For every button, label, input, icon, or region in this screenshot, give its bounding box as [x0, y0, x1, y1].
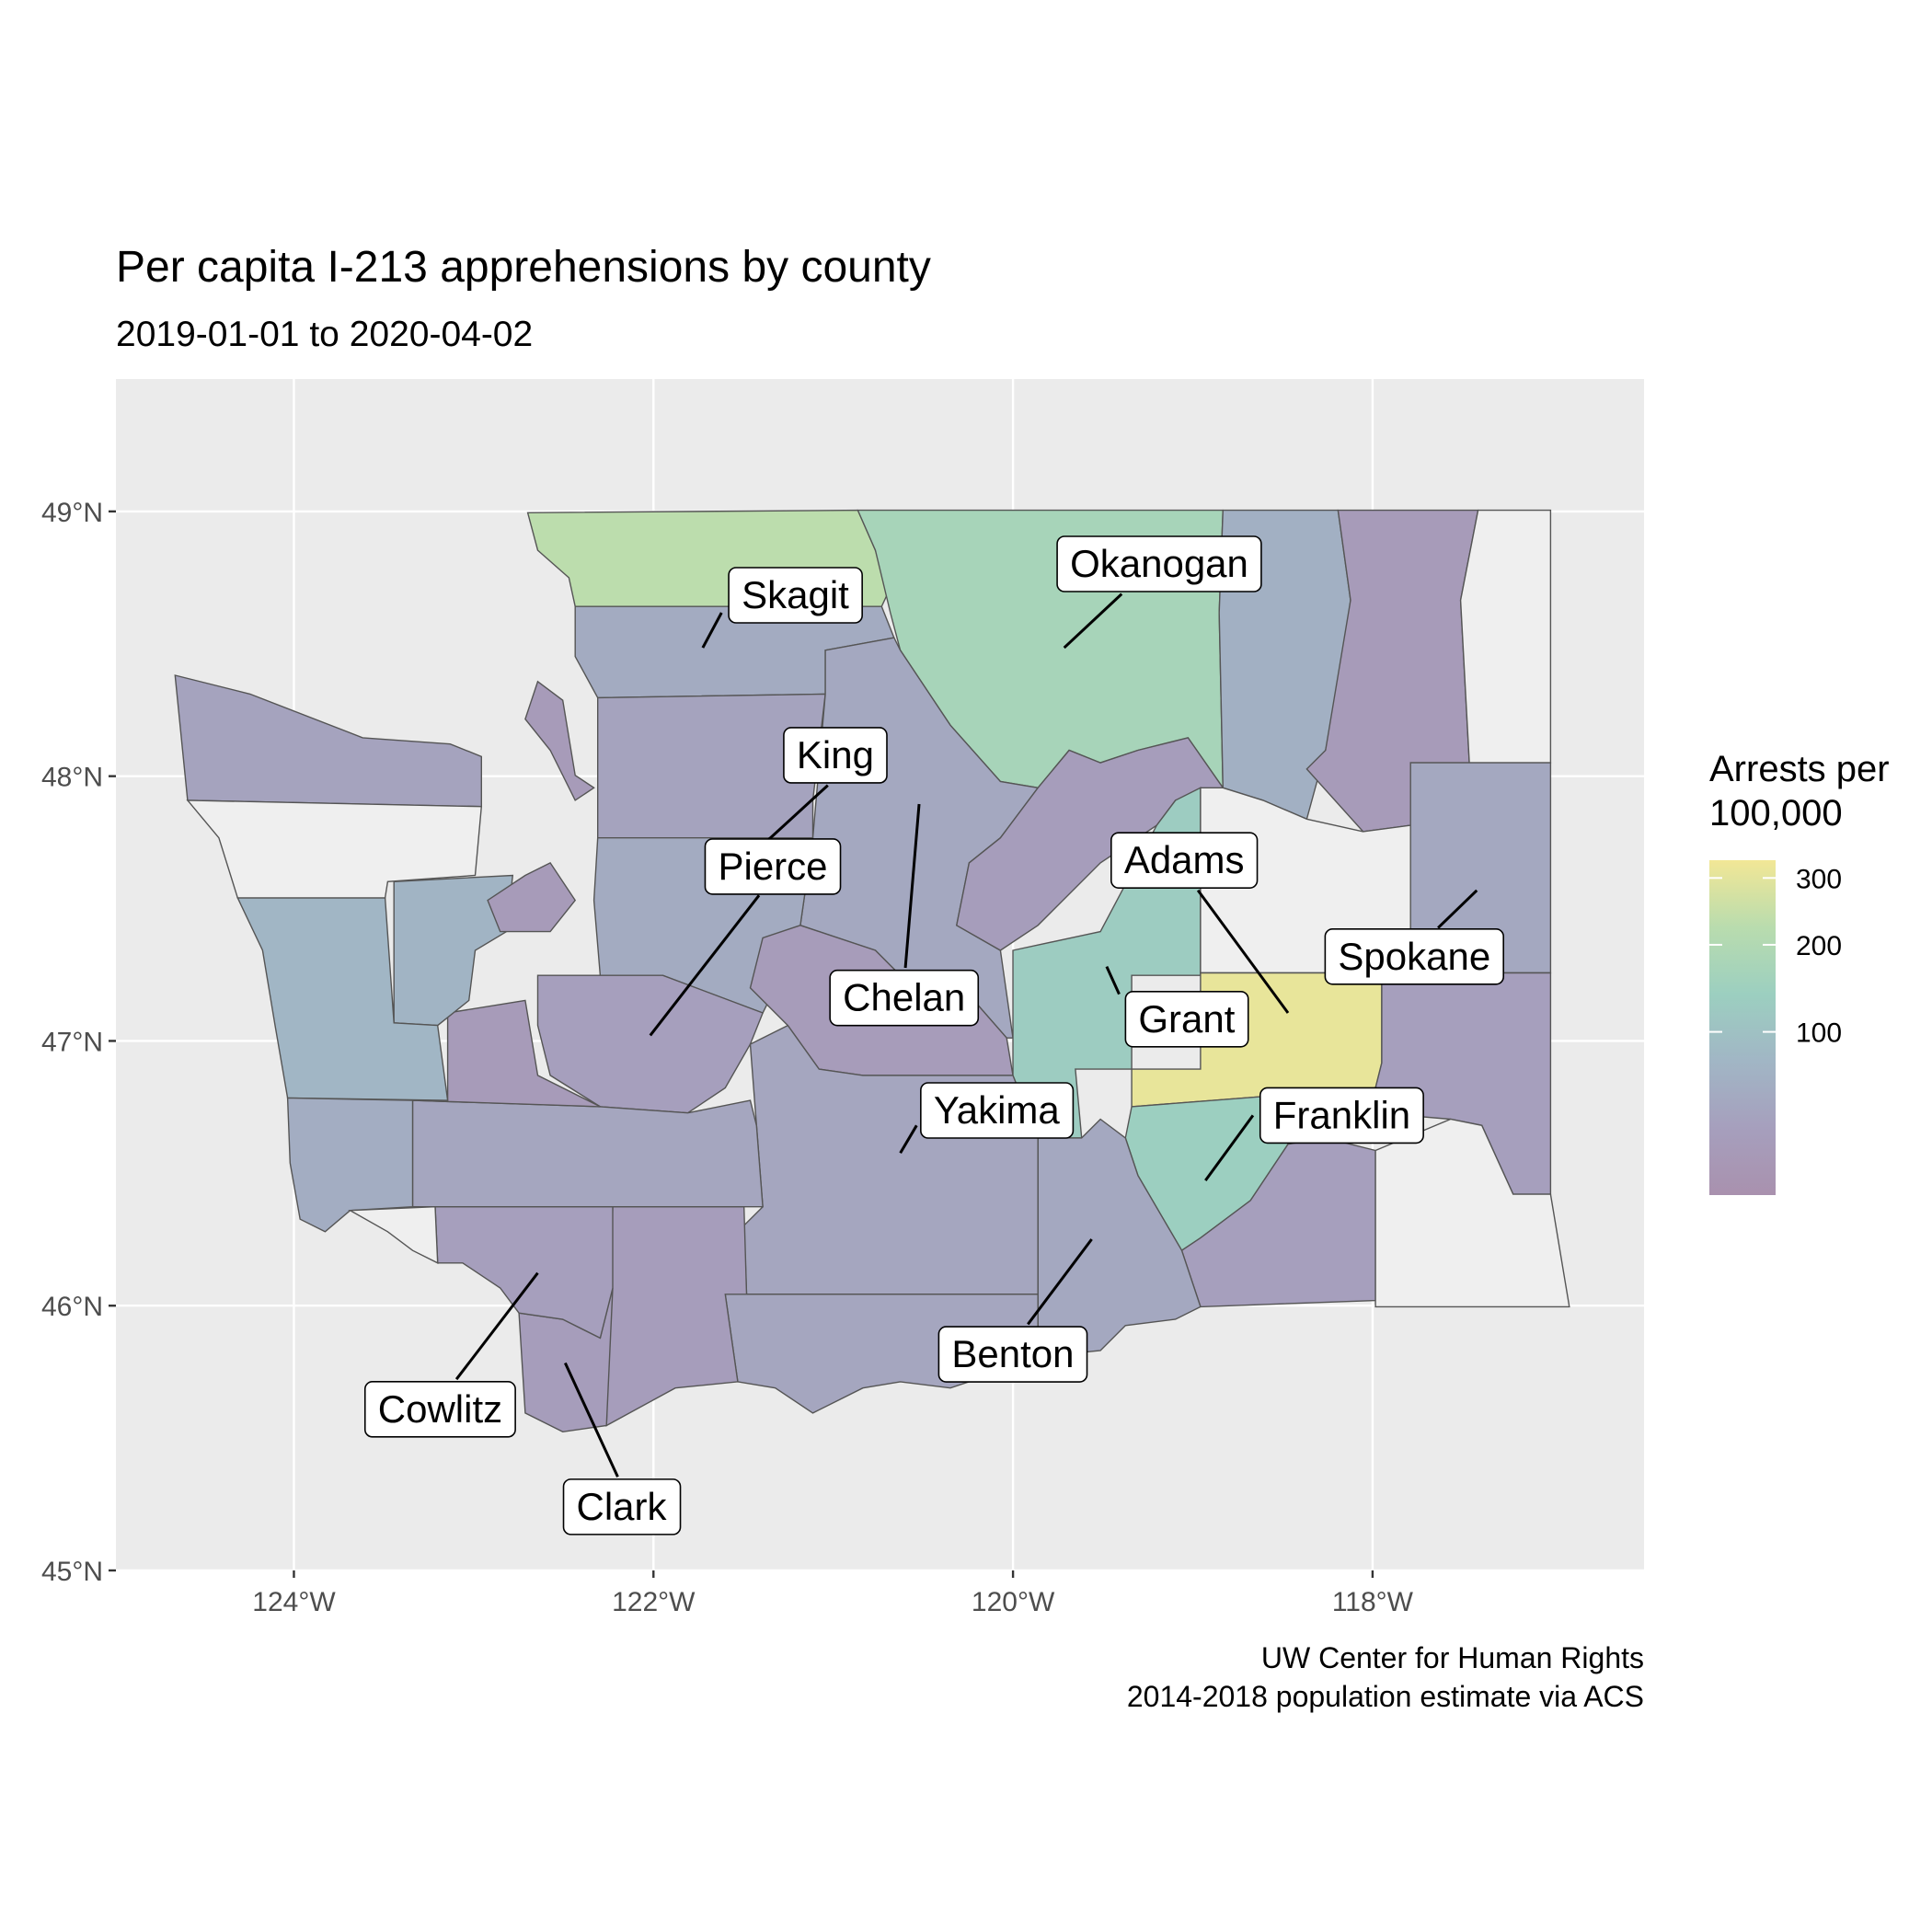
x-tick-label: 120°W [972, 1587, 1055, 1617]
county-label: Pierce [704, 838, 842, 895]
label-box [1124, 990, 1249, 1048]
legend-tick-label: 100 [1796, 1018, 1842, 1049]
leader-line [1105, 966, 1121, 995]
legend-title: Arrests per 100,000 [1709, 749, 1890, 834]
county-label: Franklin [1259, 1087, 1424, 1144]
county-name: Clark [577, 1485, 668, 1528]
chart-subtitle: 2019-01-01 to 2020-04-02 [116, 315, 533, 354]
county-label: Clark [562, 1478, 682, 1535]
leader-line [903, 803, 921, 969]
county-name: Adams [1124, 838, 1245, 881]
label-box [920, 1082, 1075, 1139]
county [411, 1099, 764, 1208]
county-name: Cowlitz [378, 1387, 502, 1431]
x-tick-label: 118°W [1332, 1587, 1414, 1617]
x-tick-label: 122°W [612, 1587, 696, 1617]
caption: UW Center for Human Rights [1261, 1641, 1644, 1674]
county-label: Benton [937, 1326, 1088, 1383]
leader-line [899, 1124, 918, 1154]
leader-line [649, 894, 761, 1037]
caption: 2014-2018 population estimate via ACS [1127, 1680, 1644, 1713]
county [348, 1205, 439, 1264]
county [1374, 1118, 1570, 1308]
county-label: Grant [1124, 990, 1249, 1048]
y-tick-label: 45°N [41, 1557, 103, 1587]
county-name: Skagit [742, 573, 849, 616]
chart-title: Per capita I-213 apprehensions by county [116, 243, 931, 292]
leader-line [1027, 1238, 1093, 1326]
x-tick-label: 124°W [252, 1587, 336, 1617]
label-box [1056, 535, 1262, 592]
county-name: King [797, 733, 874, 776]
county-label: Spokane [1324, 928, 1504, 985]
label-box [728, 567, 863, 624]
y-tick-label: 48°N [41, 763, 103, 793]
y-tick-label: 46°N [41, 1292, 103, 1322]
county-name: Yakima [934, 1088, 1061, 1132]
y-tick-label: 49°N [41, 498, 103, 528]
county [487, 861, 577, 933]
leader-line [701, 612, 723, 649]
county [605, 1205, 748, 1427]
county-name: Benton [951, 1332, 1074, 1375]
label-box [562, 1478, 682, 1535]
leader-line [1196, 889, 1290, 1014]
county-name: Spokane [1338, 935, 1490, 978]
leader-line [1063, 592, 1123, 650]
label-box [704, 838, 842, 895]
county [536, 974, 765, 1114]
label-box [1259, 1087, 1424, 1144]
legend-tick-label: 200 [1796, 931, 1842, 961]
county [1459, 509, 1552, 764]
label-box [363, 1381, 516, 1438]
county-name: Franklin [1273, 1093, 1410, 1136]
leader-line [454, 1271, 539, 1381]
legend-bar [1709, 860, 1776, 1195]
county [524, 680, 595, 801]
leader-line [766, 784, 829, 842]
county-name: Grant [1138, 997, 1235, 1041]
leader-line [1204, 1114, 1255, 1181]
leader-line [1437, 889, 1478, 929]
county [286, 1097, 414, 1233]
label-box [1110, 832, 1259, 889]
county-label: King [783, 727, 888, 784]
label-box [783, 727, 888, 784]
county-label: Okanogan [1056, 535, 1262, 592]
county [434, 1205, 614, 1340]
county-label: Skagit [728, 567, 863, 624]
label-box [937, 1326, 1088, 1383]
legend-tick-label: 300 [1796, 864, 1842, 894]
label-box [1324, 928, 1504, 985]
county-label: Yakima [920, 1082, 1075, 1139]
label-box [829, 969, 980, 1027]
county-label: Chelan [829, 969, 980, 1027]
y-tick-label: 47°N [41, 1027, 103, 1057]
county-label: Adams [1110, 832, 1259, 889]
county [597, 693, 826, 839]
county-name: Pierce [718, 845, 827, 888]
label-layer: Okanogan Skagit Chelan King Pierce Grant Spoka… [363, 535, 1504, 1535]
leader-line [564, 1362, 619, 1478]
county [186, 799, 483, 899]
county-label: Cowlitz [363, 1381, 516, 1438]
county-name: Chelan [843, 976, 965, 1019]
county [236, 897, 449, 1101]
county-name: Okanogan [1070, 542, 1248, 585]
